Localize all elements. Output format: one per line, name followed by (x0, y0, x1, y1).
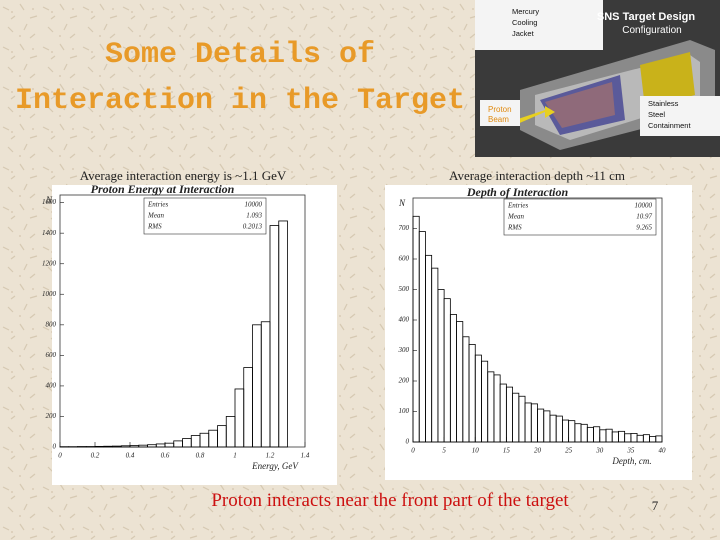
image-label: Cooling (512, 18, 537, 27)
x-tick-label: 0 (411, 447, 415, 455)
image-label: Mercury (512, 7, 539, 16)
y-tick-label: 200 (399, 377, 410, 385)
x-tick-label: 35 (626, 447, 635, 455)
chart-panel (52, 185, 337, 485)
x-tick-label: 1.4 (301, 452, 310, 460)
y-axis-label: N (398, 198, 406, 208)
stats-value: 9.265 (636, 224, 652, 232)
stats-label: Mean (147, 212, 164, 220)
image-title: Configuration (622, 25, 681, 36)
stats-value: 10.97 (636, 213, 652, 221)
stats-label: Entries (507, 202, 528, 210)
histogram-bar (103, 445, 113, 448)
stats-value: 1.093 (246, 212, 262, 220)
y-tick-label: 500 (399, 285, 410, 293)
image-label: Containment (648, 121, 691, 130)
x-axis-label: Energy, GeV (251, 461, 299, 471)
histogram-bar (278, 220, 288, 448)
x-tick-label: 1 (233, 452, 237, 460)
x-tick-label: 30 (595, 447, 604, 455)
y-tick-label: 700 (399, 224, 410, 232)
y-tick-label: 0 (406, 438, 410, 446)
stats-value: 10000 (635, 202, 653, 210)
conclusion: Proton interacts near the front part of … (211, 490, 569, 511)
chart-title: Depth of Interaction (466, 185, 569, 199)
image-title: SNS Target Design (597, 11, 695, 23)
y-tick-label: 200 (46, 412, 57, 420)
histogram-bar (655, 435, 663, 443)
target-image: Mercury Cooling Jacket SNS Target Design… (475, 0, 720, 157)
y-tick-label: 300 (398, 346, 410, 354)
stats-label: Mean (507, 213, 524, 221)
x-tick-label: 10 (472, 447, 480, 455)
stats-value: 0.2013 (243, 223, 263, 231)
image-label: Stainless (648, 99, 679, 108)
x-tick-label: 20 (534, 447, 542, 455)
caption: Average interaction depth ~11 cm (449, 168, 625, 183)
x-tick-label: 0.2 (91, 452, 100, 460)
x-tick-label: 15 (503, 447, 511, 455)
y-tick-label: 1000 (42, 290, 57, 298)
image-label: Jacket (512, 29, 535, 38)
image-label: Proton (488, 105, 512, 114)
y-tick-label: 400 (46, 382, 57, 390)
x-tick-label: 0.8 (196, 452, 205, 460)
x-tick-label: 0.6 (161, 452, 170, 460)
stats-value: 10000 (245, 201, 263, 209)
y-tick-label: 0 (53, 443, 57, 451)
y-tick-label: 400 (399, 316, 410, 324)
stats-label: RMS (147, 223, 162, 231)
y-tick-label: 600 (46, 351, 57, 359)
image-label: Beam (488, 115, 509, 124)
x-tick-label: 5 (442, 447, 446, 455)
stats-box (143, 197, 267, 235)
y-tick-label: 600 (399, 255, 410, 263)
y-tick-label: 1200 (42, 259, 57, 267)
y-tick-label: 800 (46, 320, 57, 328)
y-tick-label: 100 (399, 407, 410, 415)
page-number: 7 (652, 498, 659, 513)
x-tick-label: 0.4 (126, 452, 135, 460)
y-tick-label: 1600 (42, 198, 57, 206)
stats-label: Entries (147, 201, 168, 209)
y-axis-label: N (45, 195, 53, 205)
y-tick-label: 1400 (42, 229, 57, 237)
slide-title: Interaction in the Target (15, 84, 465, 118)
caption: Average interaction energy is ~1.1 GeV (80, 168, 287, 183)
x-tick-label: 0 (58, 452, 62, 460)
x-tick-label: 40 (659, 447, 667, 455)
x-tick-label: 1.2 (266, 452, 275, 460)
x-tick-label: 25 (565, 447, 573, 455)
histogram-bar (94, 445, 105, 448)
chart-title: Proton Energy at Interaction (91, 182, 235, 196)
x-axis-label: Depth, cm. (611, 456, 651, 466)
slide-title: Some Details of (105, 38, 375, 72)
stats-box (503, 198, 657, 236)
stats-label: RMS (507, 224, 522, 232)
image-label: Steel (648, 110, 665, 119)
